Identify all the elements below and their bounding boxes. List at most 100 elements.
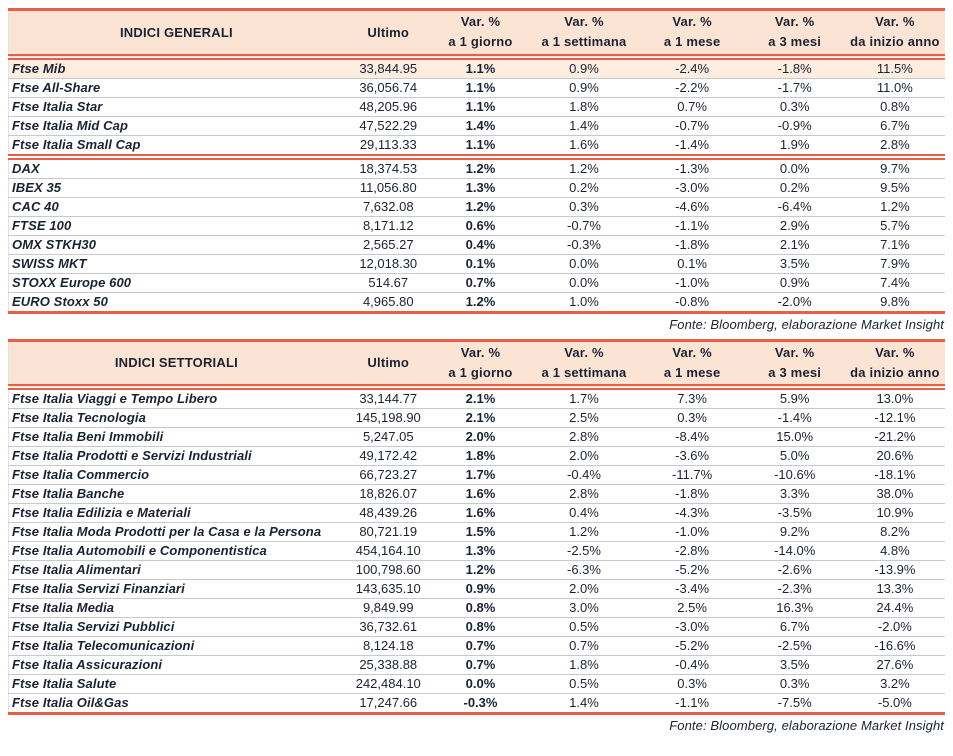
index-name-cell: Ftse Italia Media <box>8 598 344 618</box>
col-header-line2: a 3 mesi <box>768 34 822 50</box>
table-row: Ftse Italia Automobili e Componentistica… <box>8 541 945 561</box>
table-row: Ftse Italia Prodotti e Servizi Industria… <box>8 446 945 466</box>
value-cell-m1: -5.2% <box>639 636 745 656</box>
value-cell-m3: -2.3% <box>744 579 845 599</box>
index-name-cell: Ftse Italia Edilizia e Materiali <box>8 503 344 523</box>
value-cell-m1: -1.8% <box>639 484 745 504</box>
value-cell-ultimo: 48,439.26 <box>343 503 433 523</box>
value-cell-ultimo: 9,849.99 <box>343 598 433 618</box>
value-cell-m1: -0.7% <box>639 116 745 136</box>
value-cell-ytd: -2.0% <box>844 617 945 637</box>
table-row: SWISS MKT 12,018.30 0.1% 0.0% 0.1% 3.5% 7.9% <box>8 254 945 274</box>
value-cell-w1: 1.7% <box>528 387 640 409</box>
index-name-cell: Ftse Italia Star <box>8 97 344 117</box>
col-header-line2: a 1 settimana <box>541 34 627 50</box>
index-name-cell: Ftse Italia Automobili e Componentistica <box>8 541 344 561</box>
value-cell-ultimo: 48,205.96 <box>343 97 433 117</box>
value-cell-m1: 0.1% <box>639 254 745 274</box>
value-cell-m3: -2.6% <box>744 560 845 580</box>
col-header-line2: da inizio anno <box>850 34 940 50</box>
col-header-line2: a 1 settimana <box>541 364 627 380</box>
value-cell-d1: 0.6% <box>432 216 529 236</box>
value-cell-ytd: 4.8% <box>844 541 945 561</box>
indici-settoriali-body: Ftse Italia Viaggi e Tempo Libero 33,144.… <box>8 387 945 715</box>
col-header-ultimo: Ultimo <box>343 338 433 390</box>
value-cell-w1: 0.9% <box>528 78 640 98</box>
value-cell-m3: 3.3% <box>744 484 845 504</box>
index-name-cell: OMX STKH30 <box>8 235 344 255</box>
table-row: Ftse Italia Banche 18,826.07 1.6% 2.8% -1.8%… <box>8 484 945 504</box>
value-cell-m3: -1.7% <box>744 78 845 98</box>
value-cell-ytd: -5.0% <box>844 693 945 715</box>
value-cell-m3: 5.0% <box>744 446 845 466</box>
value-cell-m1: -2.2% <box>639 78 745 98</box>
value-cell-d1: 1.2% <box>432 153 529 179</box>
value-cell-d1: 1.1% <box>432 56 529 79</box>
col-header-var-1-giorno: Var. % a 1 giorno <box>432 338 529 390</box>
value-cell-ytd: 20.6% <box>844 446 945 466</box>
value-cell-ultimo: 11,056.80 <box>343 178 433 198</box>
value-cell-d1: 0.8% <box>432 598 529 618</box>
indici-generali-section: INDICI GENERALI Ultimo Var. % a 1 giorno… <box>8 8 945 334</box>
value-cell-m3: 0.2% <box>744 178 845 198</box>
value-cell-ultimo: 33,144.77 <box>343 387 433 409</box>
value-cell-w1: 2.0% <box>528 446 640 466</box>
value-cell-ultimo: 49,172.42 <box>343 446 433 466</box>
value-cell-m3: 5.9% <box>744 387 845 409</box>
value-cell-m3: 0.0% <box>744 153 845 179</box>
value-cell-ytd: 7.9% <box>844 254 945 274</box>
value-cell-w1: 1.2% <box>528 153 640 179</box>
value-cell-ytd: 11.0% <box>844 78 945 98</box>
value-cell-ytd: 9.7% <box>844 153 945 179</box>
index-name-cell: Ftse Italia Servizi Pubblici <box>8 617 344 637</box>
indici-settoriali-table: INDICI SETTORIALI Ultimo Var. % a 1 gior… <box>8 338 945 715</box>
index-name-cell: Ftse Italia Viaggi e Tempo Libero <box>8 387 344 409</box>
col-header-ultimo: Ultimo <box>343 8 433 60</box>
value-cell-ytd: 9.8% <box>844 292 945 314</box>
value-cell-ultimo: 80,721.19 <box>343 522 433 542</box>
value-cell-w1: 0.9% <box>528 56 640 79</box>
value-cell-m3: -0.9% <box>744 116 845 136</box>
value-cell-ytd: 38.0% <box>844 484 945 504</box>
col-header-var-1-settimana: Var. % a 1 settimana <box>528 338 640 390</box>
col-header-line1: Var. % <box>672 14 712 30</box>
value-cell-w1: 0.2% <box>528 178 640 198</box>
indici-generali-table: INDICI GENERALI Ultimo Var. % a 1 giorno… <box>8 8 945 314</box>
value-cell-m1: -1.3% <box>639 153 745 179</box>
value-cell-m3: -2.5% <box>744 636 845 656</box>
value-cell-w1: 2.5% <box>528 408 640 428</box>
index-name-cell: DAX <box>8 153 344 179</box>
value-cell-m1: 0.7% <box>639 97 745 117</box>
col-header-var-3-mesi: Var. % a 3 mesi <box>744 338 845 390</box>
value-cell-m1: -0.8% <box>639 292 745 314</box>
value-cell-ytd: 1.2% <box>844 197 945 217</box>
table-row: Ftse Italia Salute 242,484.10 0.0% 0.5% 0.3%… <box>8 674 945 694</box>
value-cell-d1: 1.1% <box>432 78 529 98</box>
table-row: Ftse Italia Telecomunicazioni 8,124.18 0.7… <box>8 636 945 656</box>
col-header-var-inizio-anno: Var. % da inizio anno <box>844 338 945 390</box>
value-cell-ultimo: 25,338.88 <box>343 655 433 675</box>
col-header-var-1-giorno: Var. % a 1 giorno <box>432 8 529 60</box>
value-cell-ytd: 7.1% <box>844 235 945 255</box>
value-cell-w1: 0.7% <box>528 636 640 656</box>
value-cell-d1: -0.3% <box>432 693 529 715</box>
value-cell-ytd: 10.9% <box>844 503 945 523</box>
table-row: CAC 40 7,632.08 1.2% 0.3% -4.6% -6.4% 1.2% <box>8 197 945 217</box>
table-row: Ftse Italia Small Cap 29,113.33 1.1% 1.6% -1… <box>8 135 945 157</box>
col-header-line1: Var. % <box>564 344 604 360</box>
value-cell-ytd: 13.3% <box>844 579 945 599</box>
col-header-var-1-mese: Var. % a 1 mese <box>639 338 745 390</box>
table-row: Ftse Italia Mid Cap 47,522.29 1.4% 1.4% -0.7… <box>8 116 945 136</box>
value-cell-w1: 2.0% <box>528 579 640 599</box>
value-cell-d1: 0.9% <box>432 579 529 599</box>
value-cell-m1: -3.6% <box>639 446 745 466</box>
table-row: Ftse Italia Servizi Finanziari 143,635.10… <box>8 579 945 599</box>
market-report-page: INDICI GENERALI Ultimo Var. % a 1 giorno… <box>8 8 945 733</box>
value-cell-m1: -8.4% <box>639 427 745 447</box>
table-row: Ftse Italia Oil&Gas 17,247.66 -0.3% 1.4% -1.… <box>8 693 945 715</box>
value-cell-m3: 0.9% <box>744 273 845 293</box>
value-cell-ytd: 8.2% <box>844 522 945 542</box>
value-cell-ytd: 5.7% <box>844 216 945 236</box>
col-header-var-1-settimana: Var. % a 1 settimana <box>528 8 640 60</box>
col-header-line1: Var. % <box>672 344 712 360</box>
